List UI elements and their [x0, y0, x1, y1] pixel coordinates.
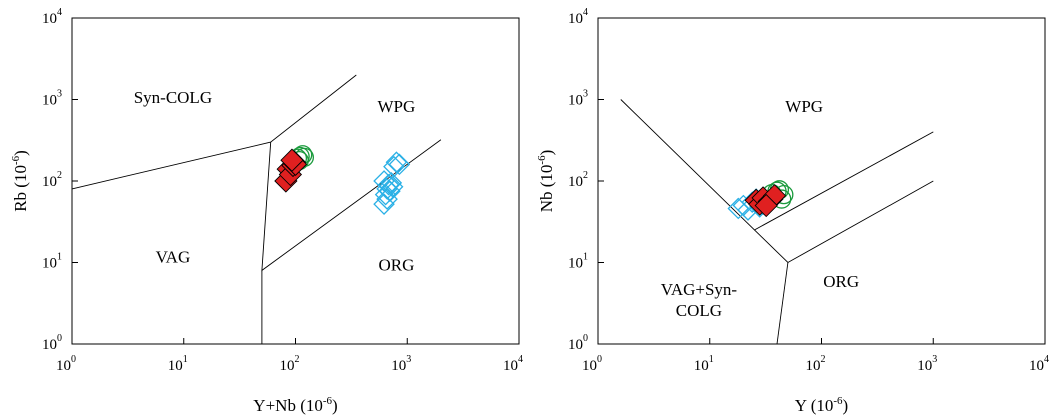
- y-tick-label: 103: [568, 89, 588, 109]
- y-tick-label: 104: [42, 7, 62, 27]
- x-tick-label: 103: [917, 354, 937, 374]
- y-tick-label: 104: [568, 7, 588, 27]
- x-tick-label: 101: [168, 354, 188, 374]
- x-tick-label: 104: [1029, 354, 1049, 374]
- x-tick-label: 103: [391, 354, 411, 374]
- field-boundary: [71, 74, 357, 190]
- field-label: VAG+Syn-: [661, 280, 738, 299]
- square-marker: [373, 170, 395, 192]
- y-axis-label: Rb (10-6): [10, 150, 30, 212]
- diamond-marker: [754, 193, 778, 218]
- y-tick-label: 101: [568, 252, 588, 272]
- field-boundary: [753, 131, 934, 231]
- diamond-marker: [280, 148, 304, 172]
- field-boundary: [776, 262, 789, 345]
- y-tick-label: 103: [42, 89, 62, 109]
- chart-right: 100 101 102 103 104 100 101 102 103 104 Y (10-6) Nb…: [536, 7, 1049, 415]
- x-tick-label: 101: [694, 354, 714, 374]
- x-tick-label: 104: [503, 354, 523, 374]
- square-marker: [381, 175, 404, 198]
- field-label: ORG: [378, 255, 414, 274]
- x-tick-label: 102: [280, 354, 300, 374]
- square-marker: [373, 193, 395, 215]
- y-tick-label: 100: [42, 333, 62, 353]
- field-label: ORG: [823, 272, 859, 291]
- x-tick-label: 102: [806, 354, 826, 374]
- y-tick-label: 102: [568, 170, 588, 190]
- x-axis-label: Y+Nb (10-6): [253, 395, 337, 415]
- y-tick-label: 101: [42, 252, 62, 272]
- chart-left: 100 101 102 103 104 100 101 102 103 104 Y+Nb (10-6…: [10, 7, 523, 415]
- field-label: WPG: [785, 97, 823, 116]
- field-label: VAG: [156, 248, 191, 267]
- square-marker: [388, 153, 411, 176]
- y-tick-label: 102: [42, 170, 62, 190]
- x-tick-label: 100: [56, 354, 76, 374]
- square-marker: [383, 155, 405, 178]
- y-tick-label: 100: [568, 333, 588, 353]
- square-marker: [385, 151, 408, 174]
- x-axis-label: Y (10-6): [795, 395, 848, 415]
- field-label: COLG: [676, 301, 722, 320]
- field-label: Syn-COLG: [134, 88, 212, 107]
- y-axis-label: Nb (10-6): [536, 150, 556, 213]
- x-tick-label: 100: [582, 354, 602, 374]
- field-label: WPG: [378, 97, 416, 116]
- square-marker: [376, 188, 398, 210]
